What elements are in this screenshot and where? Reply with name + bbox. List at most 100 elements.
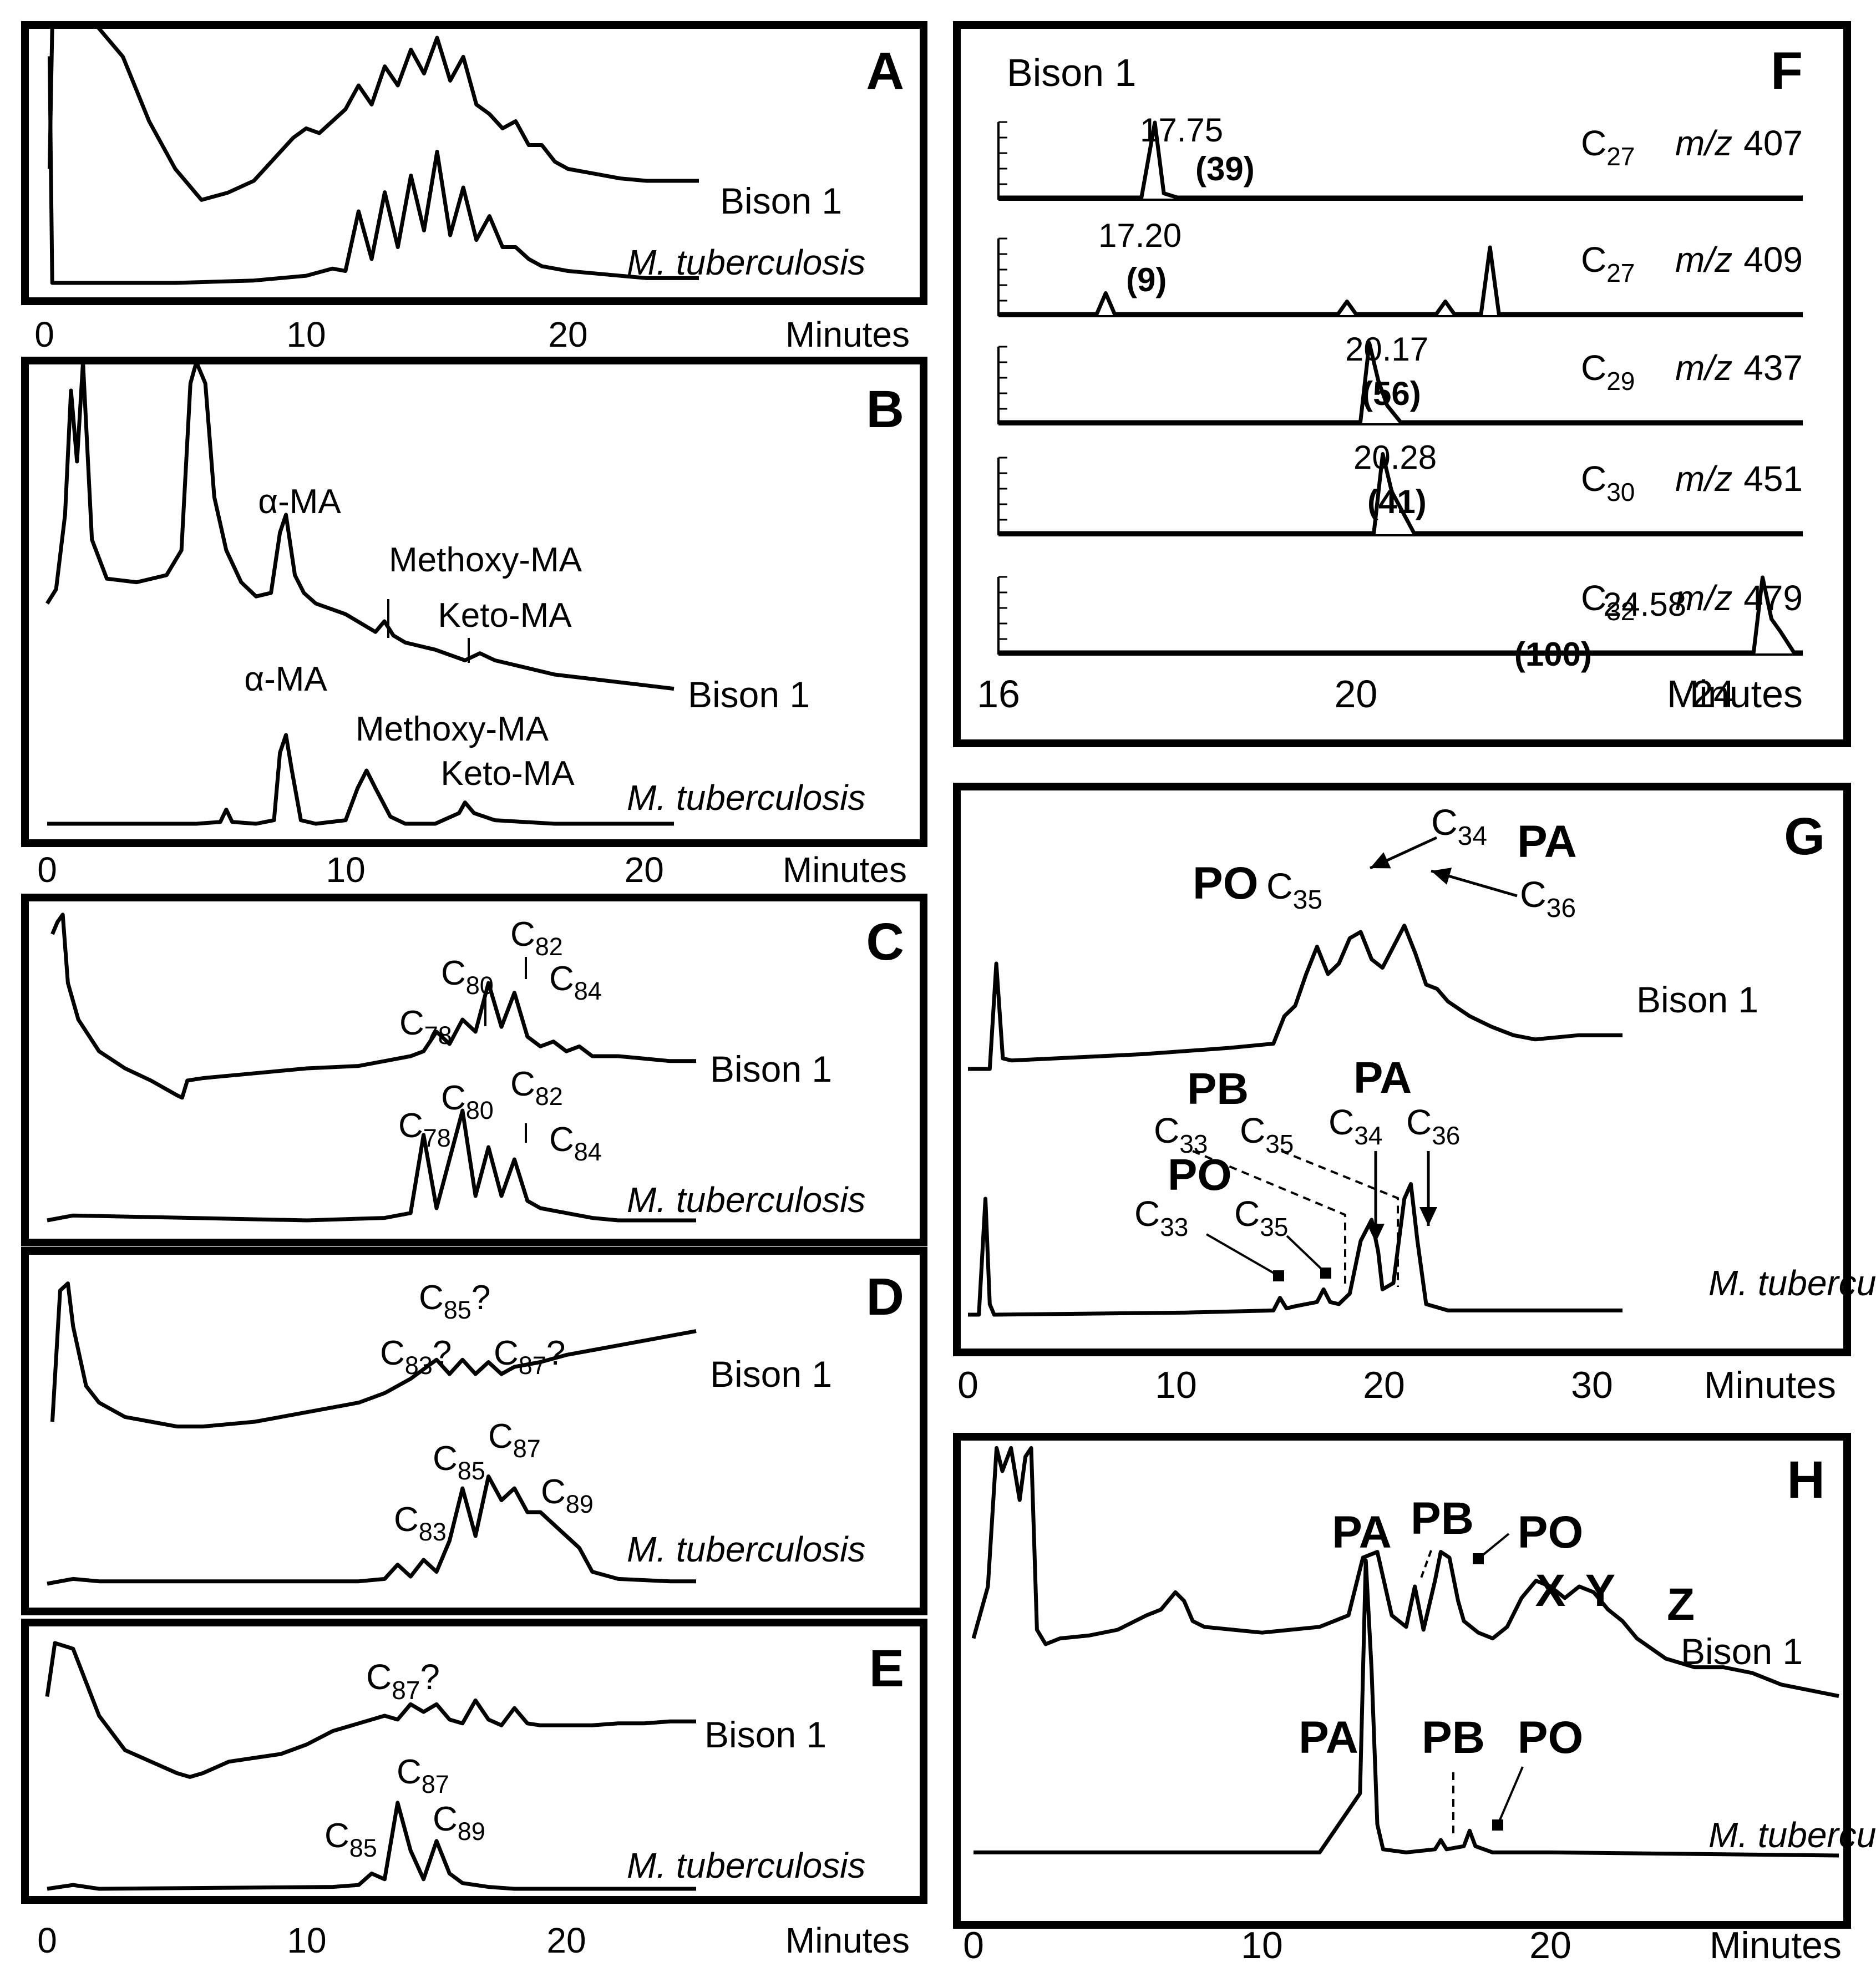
panel-e-mtb-c87: C87 [397,1753,449,1798]
panel-a-xlabel: Minutes [785,315,910,354]
panel-b-tick-10: 10 [326,850,366,890]
panel-a-mtb-trace [47,56,699,285]
panel-e-mtb-trace [47,1801,696,1891]
panel-b-bison-keto-ma: Keto-MA [438,596,572,635]
panel-b-tick-20: 20 [625,850,664,890]
panel-h-frame [953,1433,1851,1929]
panel-f-row-0-peak-pct: (39) [1195,150,1255,187]
panel-h-bison-label: Bison 1 [1681,1631,1803,1672]
panel-e-xlabel: Minutes [785,1920,910,1960]
panel-g-pb-c35-leader [1281,1150,1399,1287]
panel-d-bison-trace [50,1281,697,1429]
panel-f-row-0-mz-label: m/z [1675,123,1732,163]
panel-f-letter: F [1771,42,1803,100]
panel-e-letter: E [869,1639,904,1698]
panel-e-bison-label: Bison 1 [704,1714,827,1755]
panel-e-mtb-c85: C85 [325,1817,377,1862]
panel-g-frame [953,783,1851,1356]
panel-h-bison-po: PO [1518,1507,1583,1558]
panel-f-row-1-peak-label: 17.20 [1098,217,1182,254]
panel-f-frame [953,21,1851,747]
panel-g-mtb-po: PO [1168,1150,1232,1199]
panel-b-bison-methoxy-ma: Methoxy-MA [389,541,582,579]
panel-f-row-2-mz-value: 437 [1743,348,1803,388]
panel-f-row-1-peak-pct: (9) [1126,261,1167,298]
panel-g-mtb-pa: PA [1353,1053,1412,1102]
panel-g-pb-c33-leader [1192,1150,1346,1287]
panel-f-row-1-mz-label: m/z [1675,240,1732,280]
panel-b-xlabel: Minutes [783,850,907,890]
panel-c-bison-trace [50,913,696,1100]
panel-a-mtb-label: M. tuberculosis [627,242,865,282]
panel-h-letter: H [1787,1451,1825,1509]
panel-g-tick-20: 20 [1363,1364,1405,1406]
panel-h-bison-z: Z [1667,1579,1695,1630]
panel-h-mtb-po-leader [1497,1766,1524,1826]
panel-g-arrow-mtb-c34-head [1367,1224,1385,1243]
panel-f-row-1-trace [998,245,1803,316]
panel-e-tick-20: 20 [546,1920,586,1960]
panel-b-mtb-methoxy-ma: Methoxy-MA [356,710,549,748]
panel-g-xlabel: Minutes [1704,1364,1836,1406]
panel-d-bison-c87q: C87? [494,1334,565,1380]
panel-f-row-4-mz-value: 479 [1743,578,1803,618]
panel-g-arrow-c34-head [1370,852,1391,869]
panel-h-bison-y: Y [1585,1565,1616,1616]
panel-g-po-c33-marker [1273,1270,1284,1281]
panel-c-bison-c84: C84 [549,960,602,1005]
panel-f-row-3-carbon: C30 [1581,459,1635,506]
panel-b-tick-0: 0 [37,850,57,890]
panel-g-bison-po: PO [1193,858,1258,909]
panel-h-tick-20: 20 [1529,1924,1571,1966]
panel-g-mtb-pb-c35: C35 [1240,1111,1294,1158]
panel-g-mtb-po-c33: C33 [1134,1194,1188,1241]
panel-f-row-2-mz-label: m/z [1675,348,1732,388]
panel-f-row-3-mz-label: m/z [1675,459,1732,499]
panel-d-letter: D [866,1268,904,1326]
panel-f-row-0-mz-value: 407 [1743,123,1803,163]
panel-c-bison-c80: C80 [441,954,494,1000]
panel-h-bison-trace [971,1446,1839,1699]
panel-g-po-c35-marker [1320,1268,1331,1279]
panel-d-bison-c85q: C85? [419,1279,490,1324]
panel-a-letter: A [866,42,904,100]
panel-c-mtb-c82: C82 [510,1065,563,1111]
panel-h-mtb-po-marker [1492,1819,1503,1831]
panel-h-mtb-pa: PA [1299,1712,1358,1763]
panel-g-bison-c35: C35 [1266,865,1322,915]
panel-a-bison-label: Bison 1 [720,180,842,221]
panel-f-row-4-peak-label: 24.58 [1603,586,1686,623]
panel-c-mtb-c78: C78 [398,1107,451,1152]
panel-b-frame [21,357,927,847]
panel-b-mtb-keto-ma: Keto-MA [440,754,575,793]
panel-g-mtb-pb: PB [1187,1064,1249,1113]
panel-g-bison-pa: PA [1517,817,1577,867]
panel-h-xlabel: Minutes [1710,1924,1842,1966]
panel-a-frame [21,21,927,305]
panel-d-bison-label: Bison 1 [710,1354,832,1395]
panel-c-mtb-c84: C84 [549,1121,602,1166]
panel-b-bison-label: Bison 1 [688,674,810,715]
panel-h-tick-10: 10 [1241,1924,1283,1966]
panel-f-tick-24: 24 [1692,672,1735,716]
panel-g-tick-10: 10 [1155,1364,1197,1406]
panel-g-letter: G [1784,807,1825,866]
panel-f-row-0-trace [998,120,1803,200]
panel-h-mtb-trace [974,1558,1839,1858]
panel-d-mtb-trace [47,1474,696,1586]
panel-d-mtb-label: M. tuberculosis [627,1529,865,1569]
panel-d-mtb-c87: C87 [488,1417,541,1463]
panel-f-tick-16: 16 [977,672,1020,716]
panel-c-mtb-trace [47,1108,696,1223]
panel-g-tick-30: 30 [1571,1364,1613,1406]
panel-e-mtb-label: M. tuberculosis [627,1846,865,1885]
panel-g-tick-0: 0 [957,1364,978,1406]
panel-g-mtb-po-c35: C35 [1234,1194,1288,1241]
panel-f-row-2-carbon: C29 [1581,348,1635,396]
panel-d-frame [21,1247,927,1615]
panel-f-row-2-peak-label: 20.17 [1345,331,1428,368]
panel-f-row-3-mz-value: 451 [1743,459,1803,499]
panel-h-mtb-po: PO [1518,1712,1583,1763]
panel-g-po-c35-leader [1286,1235,1327,1274]
